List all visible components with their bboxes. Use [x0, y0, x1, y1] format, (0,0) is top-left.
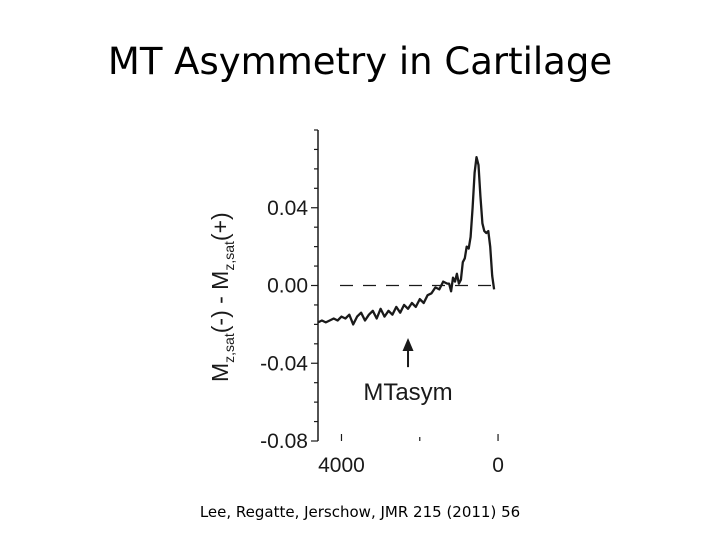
y-axis-label-part1: M	[207, 363, 233, 382]
annotation-arrow-head	[402, 337, 414, 351]
y-axis-label: Mz,sat(-) - Mz,sat(+)	[207, 212, 237, 382]
y-axis-label-part3: (+)	[207, 212, 233, 241]
x-tick-label: 4000	[318, 454, 365, 477]
mt-asymmetry-series-line	[317, 156, 496, 326]
y-tick-label: 0.04	[267, 197, 308, 220]
y-axis-label-sub2: z,sat	[221, 241, 237, 271]
y-tick-label: -0.04	[260, 352, 308, 375]
slide-title: MT Asymmetry in Cartilage	[107, 40, 613, 83]
citation: Lee, Regatte, Jerschow, JMR 215 (2011) 5…	[199, 503, 521, 521]
y-tick-label: 0.00	[267, 275, 308, 298]
y-axis-label-sub1: z,sat	[221, 333, 237, 363]
annotation-label: MTasym	[363, 379, 452, 406]
y-tick-label: -0.08	[260, 430, 308, 453]
x-tick-label: 0	[492, 454, 504, 477]
y-axis-label-part2: (-) - M	[207, 271, 233, 334]
